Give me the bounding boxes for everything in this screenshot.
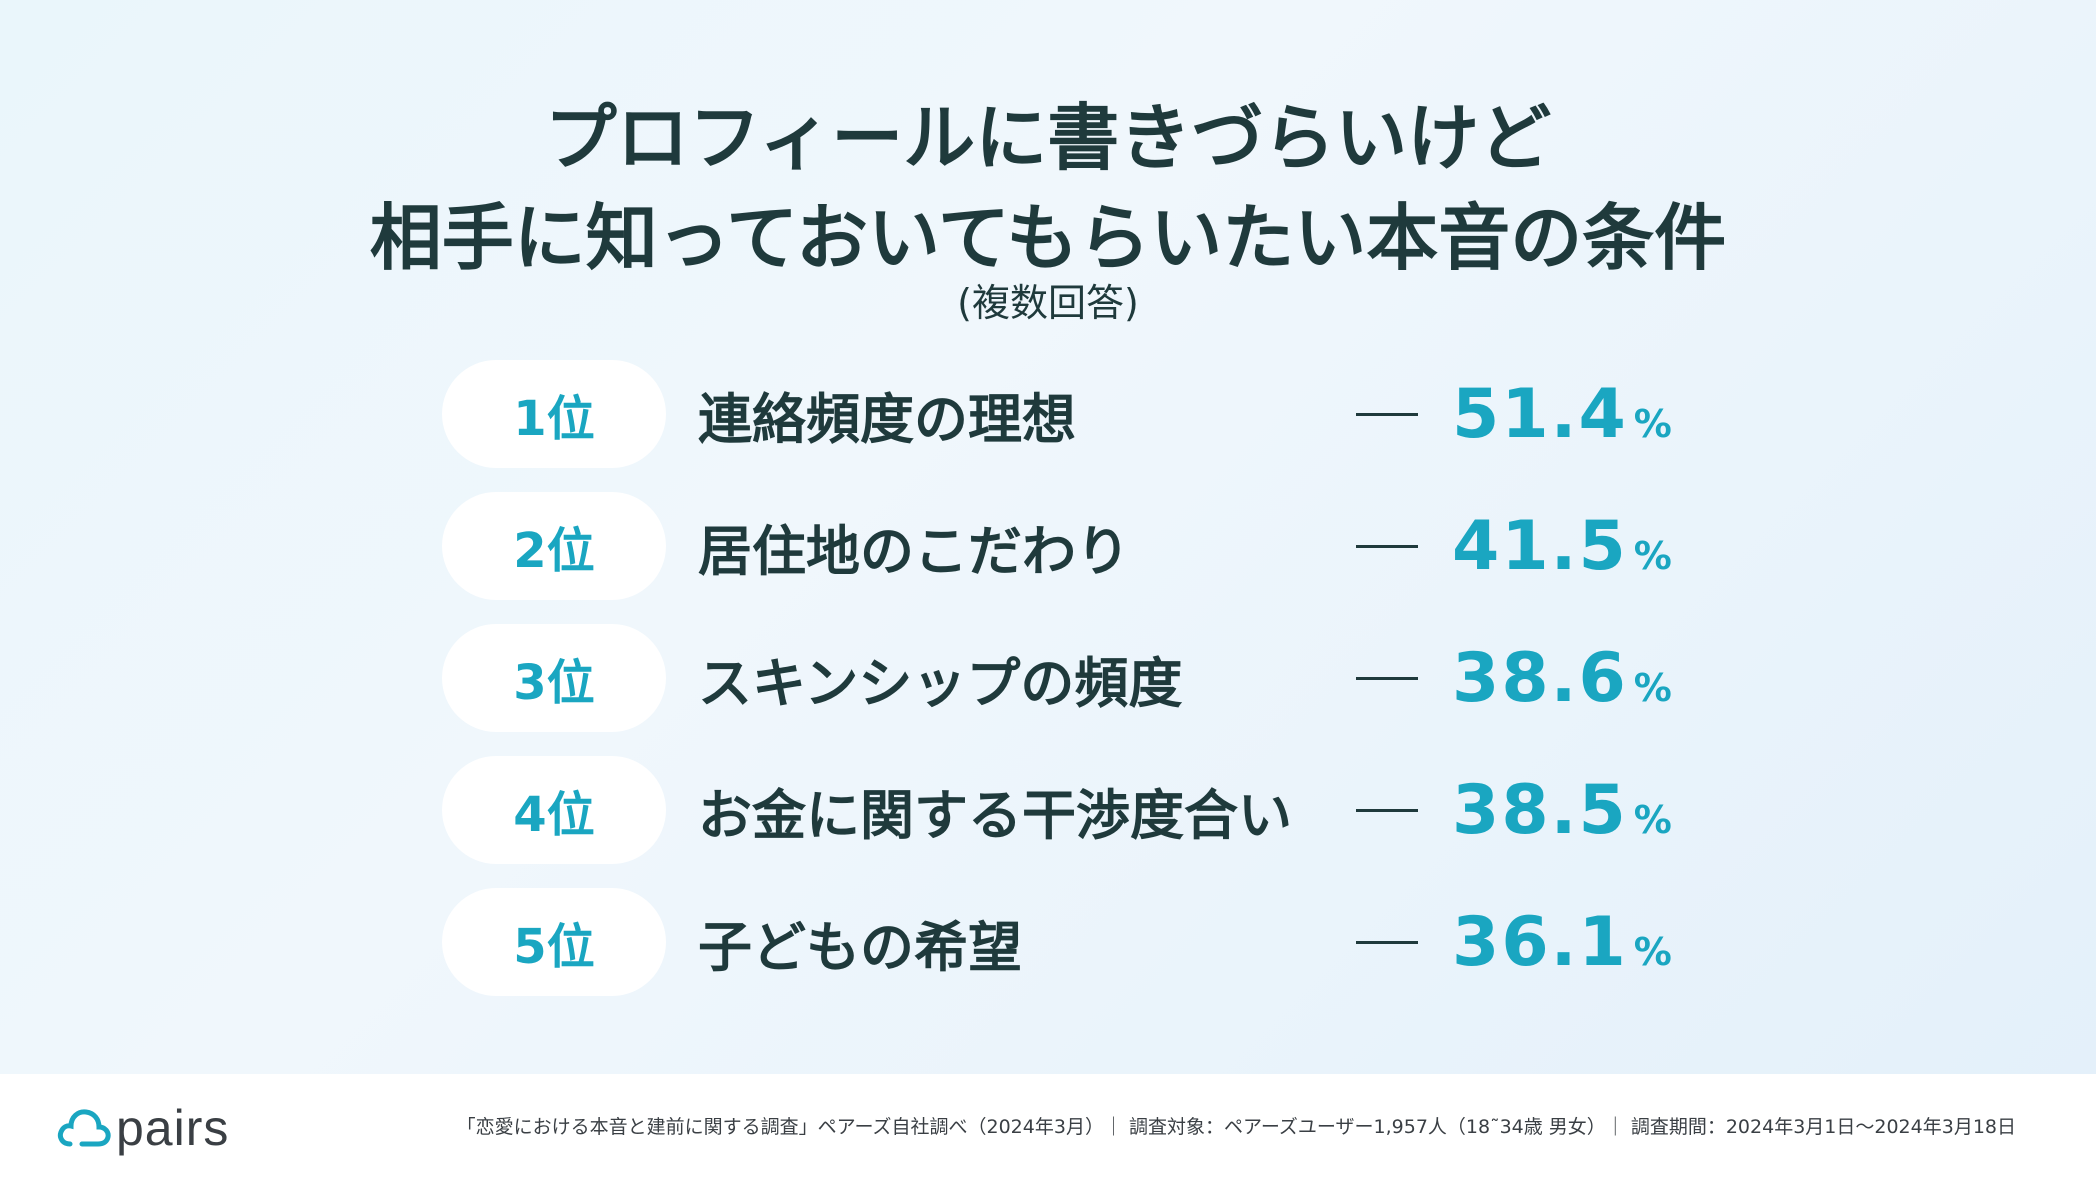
- footer-bar: pairs 「恋愛における本音と建前に関する調査」ペアーズ自社調べ（2024年3…: [0, 1074, 2096, 1179]
- ranking-label: お金に関する干渉度合い: [698, 783, 1292, 847]
- ranking-percentage: 36.1%: [1452, 888, 1672, 996]
- rank-badge: 2位: [442, 492, 666, 600]
- ranking-percentage: 38.5%: [1452, 756, 1672, 864]
- ranking-row-1: 1位 連絡頻度の理想 51.4%: [442, 360, 1742, 468]
- cloud-icon: [57, 1109, 111, 1147]
- percentage-value: 36.1: [1452, 902, 1628, 982]
- percentage-unit: %: [1633, 534, 1672, 578]
- ranking-label: 連絡頻度の理想: [698, 387, 1076, 451]
- percentage-value: 41.5: [1452, 506, 1628, 586]
- title-line-2: 相手に知っておいてもらいたい本音の条件: [369, 196, 1727, 280]
- rank-badge: 5位: [442, 888, 666, 996]
- ranking-label: 子どもの希望: [698, 915, 1022, 979]
- ranking-row-5: 5位 子どもの希望 36.1%: [442, 888, 1742, 996]
- ranking-percentage: 51.4%: [1452, 360, 1672, 468]
- survey-source-note: 「恋愛における本音と建前に関する調査」ペアーズ自社調べ（2024年3月）｜ 調査…: [456, 1116, 2016, 1138]
- ranking-percentage: 41.5%: [1452, 492, 1672, 600]
- page-title: プロフィールに書きづらいけど 相手に知っておいてもらいたい本音の条件: [0, 88, 2096, 288]
- percentage-value: 51.4: [1452, 374, 1628, 454]
- dash-divider: [1356, 413, 1418, 416]
- percentage-value: 38.6: [1452, 638, 1628, 718]
- dash-divider: [1356, 941, 1418, 944]
- dash-divider: [1356, 545, 1418, 548]
- rank-badge: 4位: [442, 756, 666, 864]
- ranking-row-2: 2位 居住地のこだわり 41.5%: [442, 492, 1742, 600]
- percentage-unit: %: [1633, 666, 1672, 710]
- logo-wordmark: pairs: [116, 1100, 230, 1156]
- rank-badge: 1位: [442, 360, 666, 468]
- rank-badge: 3位: [442, 624, 666, 732]
- pairs-logo: pairs: [56, 1098, 229, 1158]
- ranking-percentage: 38.6%: [1452, 624, 1672, 732]
- ranking-row-3: 3位 スキンシップの頻度 38.6%: [442, 624, 1742, 732]
- ranking-label: 居住地のこだわり: [698, 519, 1130, 583]
- title-line-1: プロフィールに書きづらいけど: [544, 96, 1552, 180]
- ranking-row-4: 4位 お金に関する干渉度合い 38.5%: [442, 756, 1742, 864]
- ranking-label: スキンシップの頻度: [698, 651, 1183, 715]
- page-subtitle: (複数回答): [957, 281, 1139, 325]
- dash-divider: [1356, 809, 1418, 812]
- dash-divider: [1356, 677, 1418, 680]
- percentage-unit: %: [1633, 798, 1672, 842]
- percentage-value: 38.5: [1452, 770, 1628, 850]
- percentage-unit: %: [1633, 930, 1672, 974]
- percentage-unit: %: [1633, 402, 1672, 446]
